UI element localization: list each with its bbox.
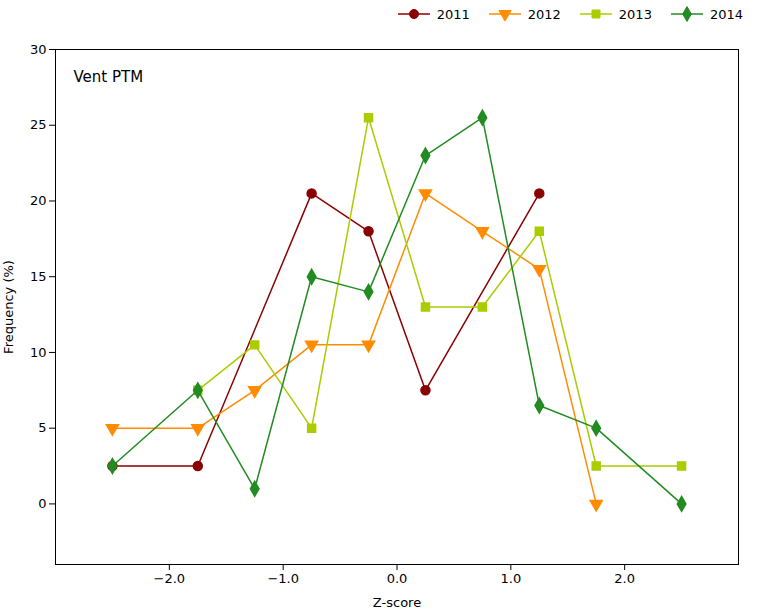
- svg-text:30: 30: [30, 42, 47, 57]
- svg-text:−2.0: −2.0: [154, 571, 186, 586]
- svg-text:5: 5: [38, 420, 46, 435]
- svg-text:20: 20: [30, 193, 47, 208]
- svg-text:0.0: 0.0: [387, 571, 408, 586]
- svg-text:Vent PTM: Vent PTM: [74, 68, 144, 86]
- svg-text:15: 15: [30, 269, 47, 284]
- svg-text:Z-score: Z-score: [373, 595, 421, 610]
- html-text:2011: 2011: [436, 6, 470, 22]
- svg-text:10: 10: [30, 345, 47, 360]
- svg-text:−1.0: −1.0: [267, 571, 299, 586]
- svg-text:2.0: 2.0: [614, 571, 635, 586]
- svg-text:0: 0: [38, 496, 46, 511]
- svg-text:25: 25: [30, 117, 47, 132]
- html-text:2013: 2013: [618, 6, 652, 22]
- svg-text:1.0: 1.0: [500, 571, 521, 586]
- html-text:2012: 2012: [527, 6, 561, 22]
- html-text:2014: 2014: [709, 6, 743, 22]
- svg-text:Frequency (%): Frequency (%): [1, 260, 16, 354]
